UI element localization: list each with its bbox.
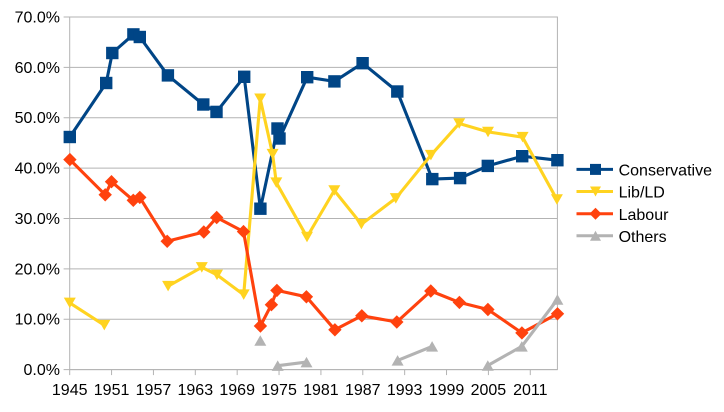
svg-text:1975: 1975 <box>261 382 297 399</box>
svg-text:20.0%: 20.0% <box>15 261 60 278</box>
svg-text:2011: 2011 <box>513 382 548 399</box>
svg-text:Labour: Labour <box>619 207 669 224</box>
svg-text:1969: 1969 <box>219 382 255 399</box>
svg-text:1945: 1945 <box>52 382 88 399</box>
svg-text:1999: 1999 <box>429 382 465 399</box>
svg-text:1987: 1987 <box>345 382 381 399</box>
svg-text:Lib/LD: Lib/LD <box>619 185 665 202</box>
svg-text:2005: 2005 <box>471 382 507 399</box>
svg-text:1981: 1981 <box>303 382 339 399</box>
svg-text:1993: 1993 <box>387 382 423 399</box>
svg-text:1963: 1963 <box>178 382 214 399</box>
svg-text:1951: 1951 <box>94 382 130 399</box>
svg-text:40.0%: 40.0% <box>15 161 60 178</box>
svg-text:60.0%: 60.0% <box>15 60 60 77</box>
svg-text:0.0%: 0.0% <box>24 362 60 379</box>
svg-text:Conservative: Conservative <box>619 163 712 180</box>
svg-text:1957: 1957 <box>136 382 172 399</box>
svg-text:10.0%: 10.0% <box>15 312 60 329</box>
svg-text:70.0%: 70.0% <box>15 10 60 27</box>
svg-text:30.0%: 30.0% <box>15 211 60 228</box>
svg-text:50.0%: 50.0% <box>15 110 60 127</box>
svg-text:Others: Others <box>619 229 667 246</box>
